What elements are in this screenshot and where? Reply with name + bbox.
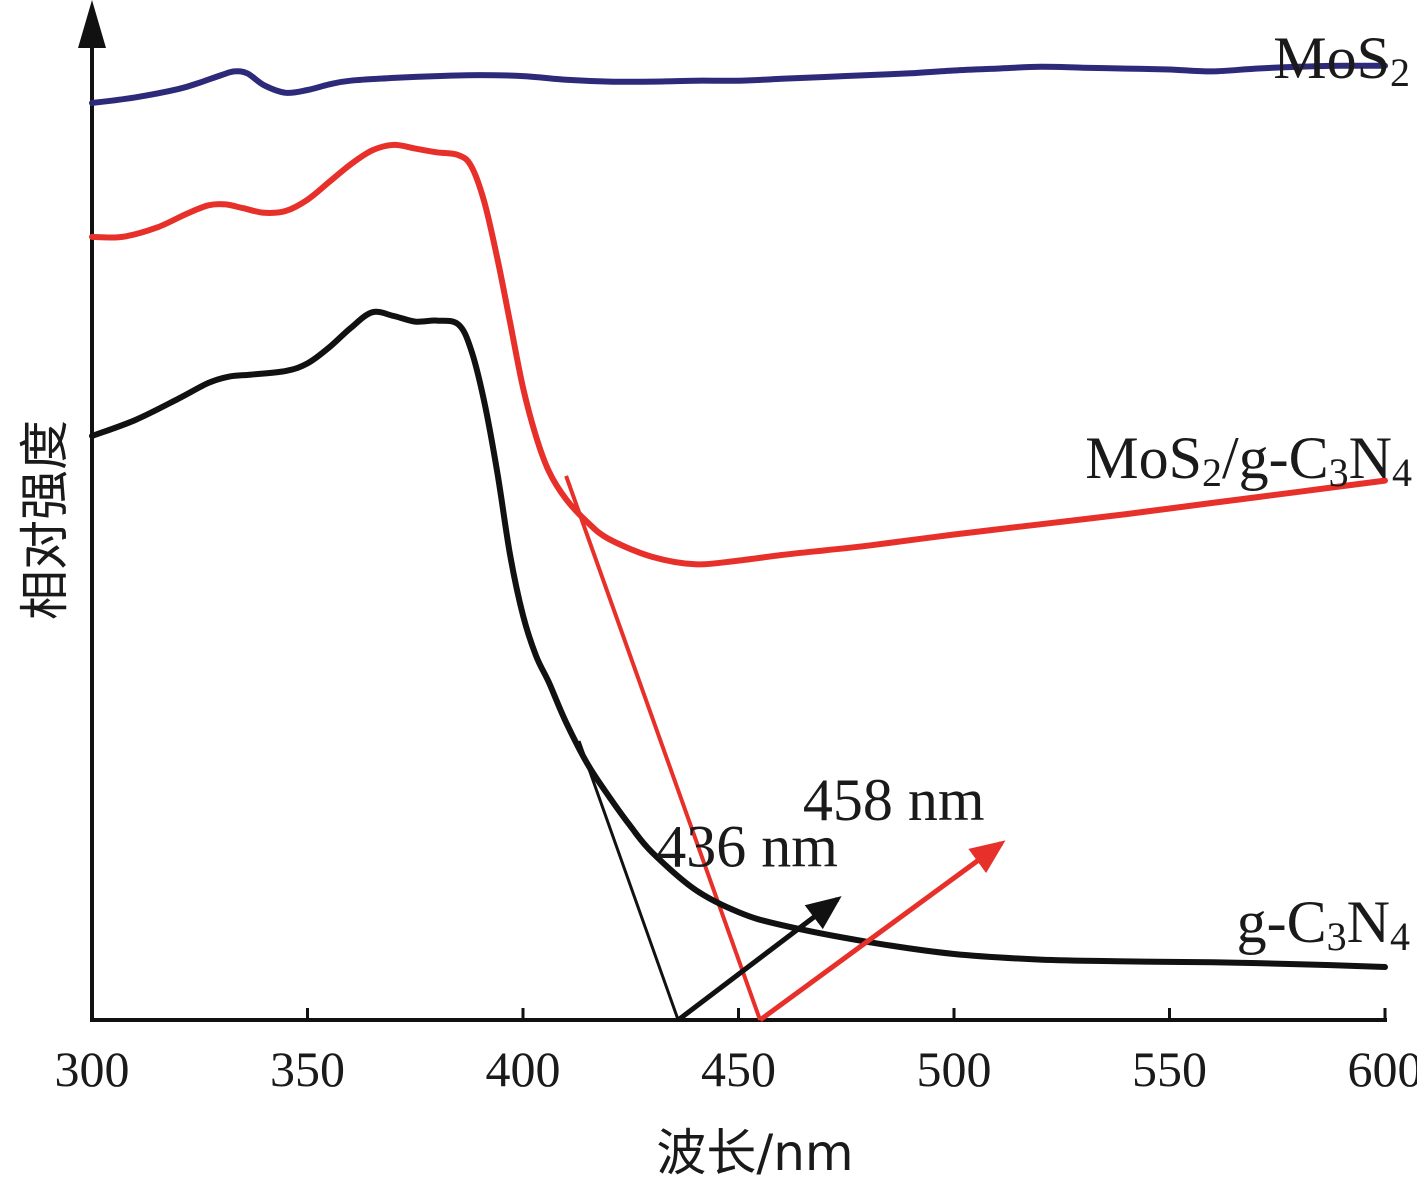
x-tick-label: 500 <box>917 1041 992 1097</box>
series-line-2 <box>89 308 1388 970</box>
series-line-1 <box>89 141 1388 568</box>
series-label-0: MoS2 <box>1273 25 1410 95</box>
onset-label-1: 458 nm <box>803 767 985 833</box>
x-tick-label: 450 <box>701 1041 776 1097</box>
x-axis-title: 波长/nm <box>656 1124 853 1181</box>
tangent-line-0 <box>577 740 680 1021</box>
x-tick-label: 550 <box>1132 1041 1207 1097</box>
tangent-line-1 <box>564 475 762 1021</box>
y-axis-arrow-icon <box>78 0 106 48</box>
onset-arrow-1 <box>758 840 1006 1023</box>
x-tick-label: 600 <box>1348 1041 1417 1097</box>
x-tick-label: 350 <box>270 1041 345 1097</box>
series-line-0 <box>89 62 1388 106</box>
series-label-2: g-C3N4 <box>1237 889 1410 959</box>
x-tick-label: 300 <box>55 1041 130 1097</box>
series-labels: MoS2 MoS2/g-C3N4 g-C3N4 <box>1085 25 1412 959</box>
tangent-lines <box>564 475 762 1021</box>
y-axis-title: 相对强度 <box>16 420 74 620</box>
series-label-1: MoS2/g-C3N4 <box>1085 425 1412 495</box>
x-ticks: 300 350 400 450 500 550 600 <box>55 1008 1417 1097</box>
x-tick-label: 400 <box>486 1041 561 1097</box>
onset-arrow-0 <box>676 896 842 1022</box>
onset-label-0: 436 nm <box>656 814 838 880</box>
series-curves <box>89 62 1388 970</box>
